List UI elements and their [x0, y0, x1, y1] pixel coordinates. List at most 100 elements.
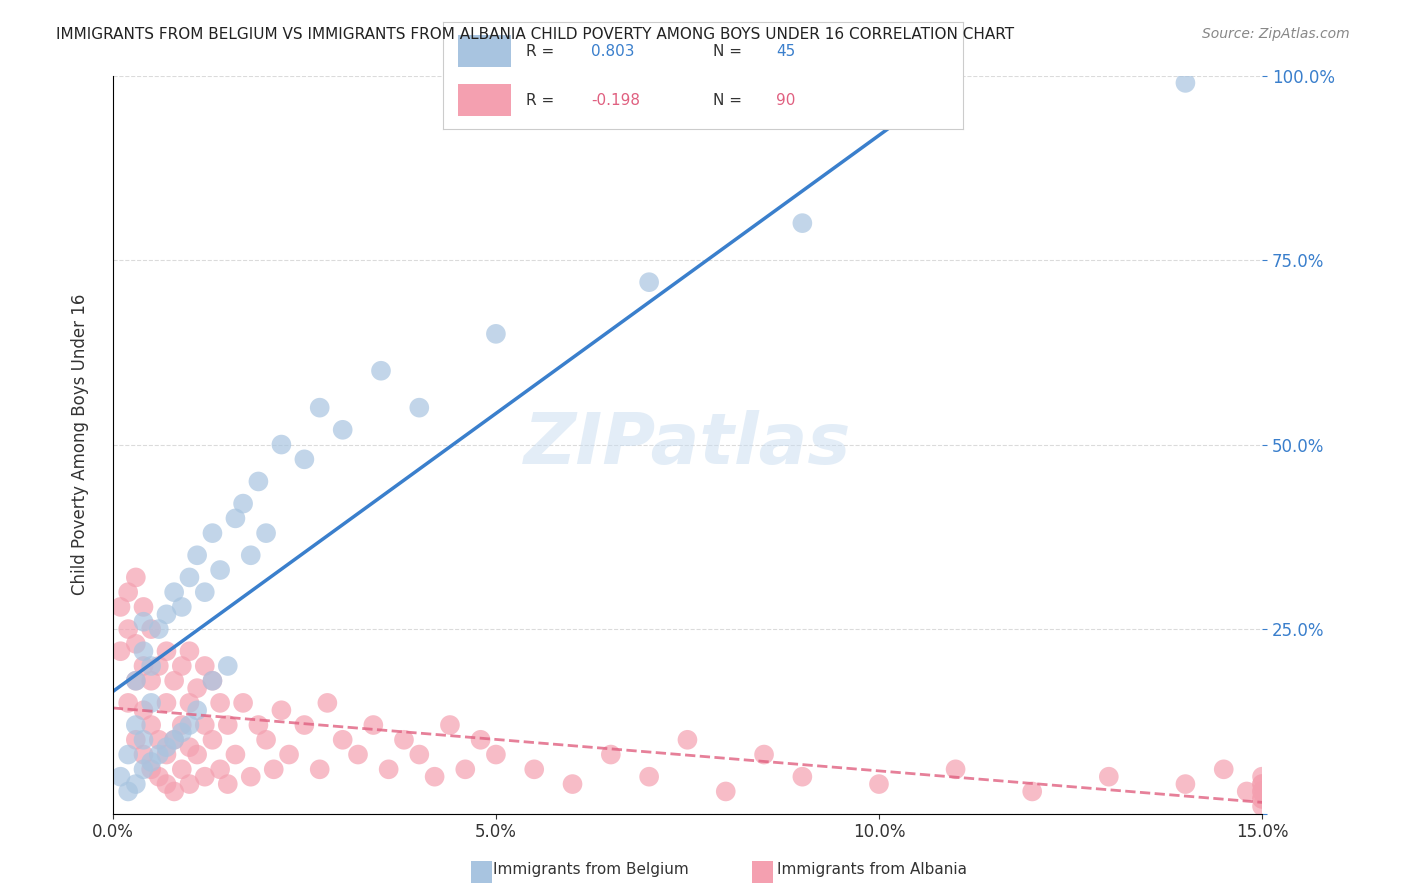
Point: [247, 718, 270, 732]
Point: [945, 762, 967, 776]
Point: [239, 549, 262, 563]
Point: [439, 718, 461, 732]
Point: [179, 644, 201, 658]
Point: [117, 696, 139, 710]
Point: [155, 747, 177, 762]
Point: [332, 423, 354, 437]
Point: [308, 762, 330, 776]
Point: [163, 673, 186, 688]
Point: [1251, 799, 1274, 814]
Point: [1251, 792, 1274, 806]
Point: [163, 732, 186, 747]
Point: [148, 747, 170, 762]
Point: [110, 599, 132, 614]
Point: [179, 696, 201, 710]
FancyBboxPatch shape: [458, 85, 510, 117]
Point: [1251, 792, 1274, 806]
Point: [1212, 762, 1234, 776]
Point: [141, 755, 163, 769]
Point: [239, 770, 262, 784]
Point: [201, 673, 224, 688]
Point: [163, 732, 186, 747]
Point: [254, 732, 277, 747]
Point: [179, 740, 201, 755]
Point: [141, 673, 163, 688]
Text: ZIPatlas: ZIPatlas: [524, 410, 851, 479]
Point: [186, 681, 208, 695]
Point: [125, 637, 148, 651]
Point: [217, 777, 239, 791]
Point: [132, 599, 155, 614]
Point: [1174, 777, 1197, 791]
Point: [485, 747, 508, 762]
Point: [132, 762, 155, 776]
Point: [676, 732, 699, 747]
Point: [752, 747, 775, 762]
Point: [423, 770, 446, 784]
Point: [224, 747, 246, 762]
Point: [155, 740, 177, 755]
Point: [470, 732, 492, 747]
Text: Immigrants from Belgium: Immigrants from Belgium: [492, 863, 689, 877]
Point: [292, 718, 315, 732]
Point: [408, 747, 430, 762]
Point: [408, 401, 430, 415]
Point: [638, 275, 661, 289]
Point: [217, 718, 239, 732]
Point: [232, 497, 254, 511]
Point: [148, 622, 170, 636]
Point: [125, 718, 148, 732]
Text: 0.803: 0.803: [591, 44, 634, 59]
Text: Immigrants from Albania: Immigrants from Albania: [776, 863, 967, 877]
Point: [132, 659, 155, 673]
Point: [1251, 777, 1274, 791]
Point: [170, 659, 193, 673]
Point: [125, 673, 148, 688]
Point: [179, 777, 201, 791]
Point: [247, 475, 270, 489]
Text: N =: N =: [713, 93, 742, 108]
Point: [792, 216, 814, 230]
Point: [1251, 777, 1274, 791]
Point: [179, 718, 201, 732]
Text: 45: 45: [776, 44, 794, 59]
Point: [1098, 770, 1121, 784]
Point: [194, 585, 217, 599]
Point: [1251, 784, 1274, 798]
Text: IMMIGRANTS FROM BELGIUM VS IMMIGRANTS FROM ALBANIA CHILD POVERTY AMONG BOYS UNDE: IMMIGRANTS FROM BELGIUM VS IMMIGRANTS FR…: [56, 27, 1014, 42]
Point: [209, 762, 232, 776]
Point: [155, 696, 177, 710]
Point: [316, 696, 339, 710]
Point: [868, 777, 890, 791]
Point: [155, 777, 177, 791]
Point: [194, 659, 217, 673]
Point: [561, 777, 583, 791]
Point: [363, 718, 385, 732]
Text: -0.198: -0.198: [591, 93, 640, 108]
Point: [1251, 770, 1274, 784]
Point: [217, 659, 239, 673]
Point: [170, 599, 193, 614]
Point: [125, 570, 148, 584]
Point: [117, 622, 139, 636]
Point: [170, 725, 193, 739]
Point: [254, 526, 277, 541]
Text: N =: N =: [713, 44, 742, 59]
Text: R =: R =: [526, 93, 554, 108]
Point: [599, 747, 621, 762]
Text: R =: R =: [526, 44, 554, 59]
Point: [714, 784, 737, 798]
Point: [347, 747, 370, 762]
Point: [132, 703, 155, 717]
Text: Source: ZipAtlas.com: Source: ZipAtlas.com: [1202, 27, 1350, 41]
Point: [224, 511, 246, 525]
Point: [186, 549, 208, 563]
Point: [155, 607, 177, 622]
Point: [292, 452, 315, 467]
Point: [125, 673, 148, 688]
Point: [163, 585, 186, 599]
Point: [1251, 784, 1274, 798]
Point: [163, 784, 186, 798]
Point: [110, 644, 132, 658]
Point: [132, 644, 155, 658]
